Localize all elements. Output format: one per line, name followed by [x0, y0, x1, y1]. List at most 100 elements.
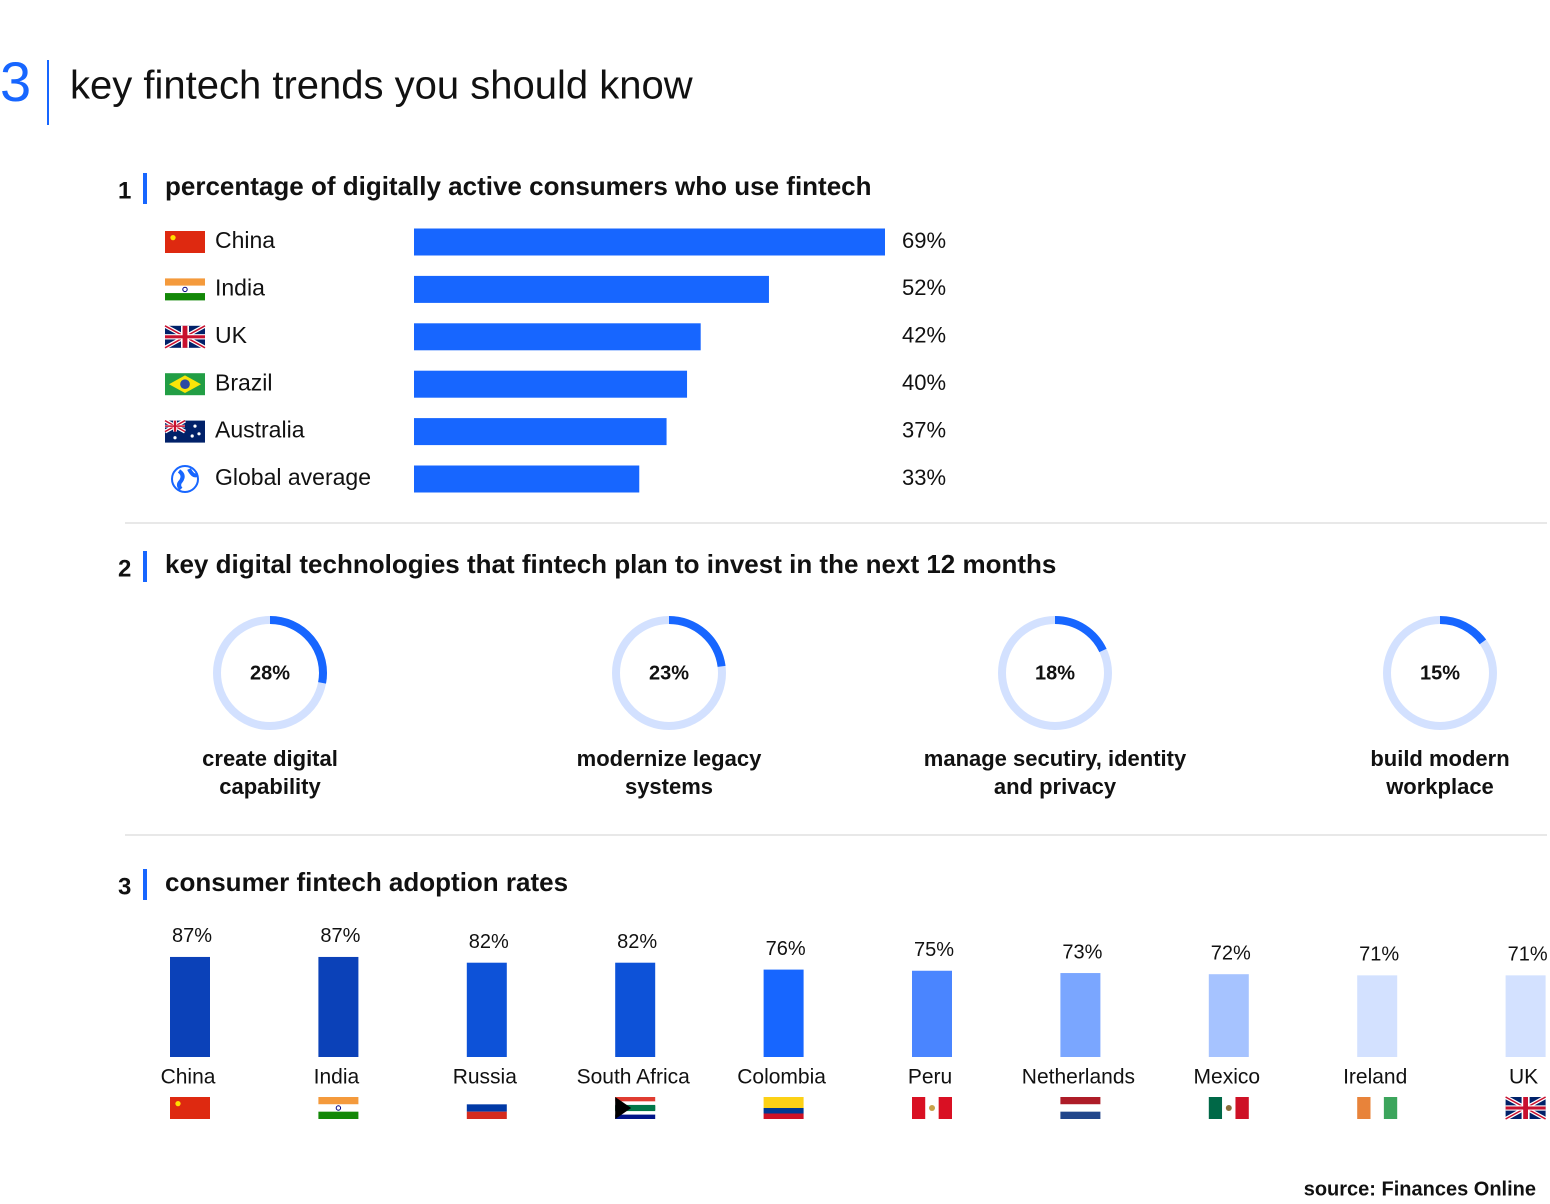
section-title: consumer fintech adoption rates: [165, 867, 568, 897]
category-label: China: [215, 227, 275, 253]
category-label: manage secutiry, identity and privacy: [923, 746, 1187, 799]
value-label: 69%: [902, 228, 946, 253]
flag-part: [182, 286, 188, 293]
flag-part: [180, 379, 190, 390]
value-label: 75%: [914, 939, 954, 961]
flag-part: [1225, 1105, 1232, 1111]
value-label: 15%: [1420, 662, 1460, 684]
flag-part: [615, 1114, 656, 1119]
category-label: South Africa: [577, 1066, 691, 1089]
donut-arc: [668, 616, 726, 668]
category-label: build modern workplace: [1370, 746, 1510, 799]
value-label: 87%: [172, 925, 212, 947]
flag-part: [938, 1097, 952, 1119]
value-label: 72%: [1211, 942, 1251, 964]
flag-part: [763, 1113, 804, 1119]
flag-part: [165, 231, 205, 253]
flag-part: [177, 468, 198, 491]
category-label: Global average: [215, 464, 371, 490]
bar: [414, 465, 640, 493]
flag-part: [615, 1104, 656, 1112]
category-label: Russia: [453, 1066, 518, 1089]
category-label: Netherlands: [1022, 1066, 1135, 1089]
category-label: India: [314, 1066, 360, 1089]
column: [1208, 974, 1249, 1057]
value-label: 18%: [1035, 662, 1075, 684]
flag-part: [615, 1110, 656, 1115]
bar: [414, 323, 701, 351]
column: [466, 962, 507, 1057]
bar: [414, 418, 667, 446]
flag-part: [190, 434, 194, 438]
section-number: 1: [118, 177, 131, 204]
value-label: 23%: [649, 662, 689, 684]
category-label: Australia: [215, 417, 305, 443]
donut-arc: [269, 616, 327, 684]
flag-part: [466, 1104, 507, 1112]
section-marker: [143, 173, 147, 204]
bar: [414, 275, 769, 303]
section-number: 3: [118, 873, 131, 900]
column: [1505, 975, 1546, 1057]
flag-part: [929, 1105, 935, 1111]
section-title: percentage of digitally active consumers…: [165, 171, 872, 201]
header-number: 3: [0, 50, 31, 113]
column: [912, 970, 952, 1057]
category-label: Ireland: [1343, 1066, 1407, 1089]
flag-part: [197, 432, 201, 436]
flag-part: [615, 1101, 656, 1106]
column: [170, 956, 210, 1057]
flag-part: [165, 285, 205, 294]
flag-part: [165, 278, 205, 286]
flag-part: [615, 1097, 632, 1119]
column: [1060, 973, 1101, 1057]
column: [1357, 975, 1398, 1057]
source: source: Finances Online: [1304, 1178, 1536, 1200]
section-marker: [143, 551, 147, 582]
flag-part: [318, 1111, 359, 1119]
value-label: 71%: [1508, 944, 1548, 966]
flag-part: [165, 335, 205, 339]
flag-part: [318, 1104, 359, 1112]
value-label: 28%: [250, 662, 290, 684]
flag-part: [335, 1105, 342, 1111]
flag-part: [175, 1100, 181, 1107]
value-label: 87%: [320, 925, 360, 947]
flag-part: [1235, 1097, 1249, 1119]
flag-part: [763, 1097, 804, 1108]
value-label: 42%: [902, 323, 946, 348]
donut-arc: [1439, 616, 1487, 645]
value-label: 33%: [902, 465, 946, 490]
flag-part: [912, 1097, 926, 1119]
flag-part: [165, 425, 185, 427]
category-label: create digital capability: [202, 746, 338, 799]
flag-part: [193, 424, 197, 428]
flag-part: [1060, 1104, 1101, 1112]
flag-part: [1208, 1097, 1223, 1119]
value-label: 71%: [1359, 944, 1399, 966]
section-number: 2: [118, 555, 131, 582]
flag-part: [466, 1097, 507, 1105]
column: [318, 956, 359, 1057]
value-label: 82%: [469, 931, 509, 953]
flag-part: [1505, 1106, 1546, 1110]
value-label: 37%: [902, 417, 946, 442]
category-label: Mexico: [1194, 1066, 1261, 1089]
flag-part: [170, 234, 176, 241]
flag-part: [1357, 1097, 1371, 1119]
column: [615, 962, 656, 1057]
flag-part: [1060, 1111, 1101, 1119]
flag-part: [170, 1097, 210, 1119]
donut-arc: [1054, 616, 1107, 653]
section-title: key digital technologies that fintech pl…: [165, 549, 1056, 579]
flag-part: [173, 436, 177, 440]
flag-part: [763, 1108, 804, 1114]
bar: [414, 228, 885, 256]
value-label: 76%: [766, 938, 806, 960]
category-label: China: [161, 1066, 216, 1089]
flag-part: [165, 293, 205, 301]
value-label: 82%: [617, 931, 657, 953]
